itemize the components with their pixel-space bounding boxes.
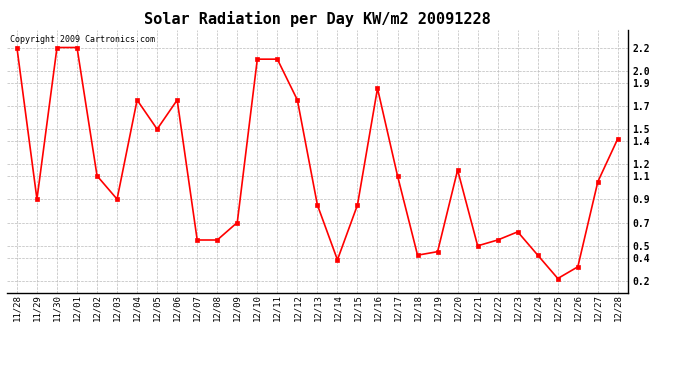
- Text: Copyright 2009 Cartronics.com: Copyright 2009 Cartronics.com: [10, 35, 155, 44]
- Title: Solar Radiation per Day KW/m2 20091228: Solar Radiation per Day KW/m2 20091228: [144, 12, 491, 27]
